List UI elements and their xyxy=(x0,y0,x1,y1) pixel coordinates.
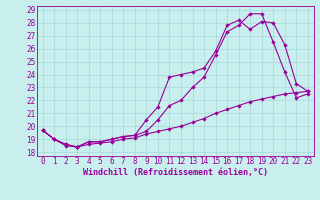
X-axis label: Windchill (Refroidissement éolien,°C): Windchill (Refroidissement éolien,°C) xyxy=(83,168,268,177)
